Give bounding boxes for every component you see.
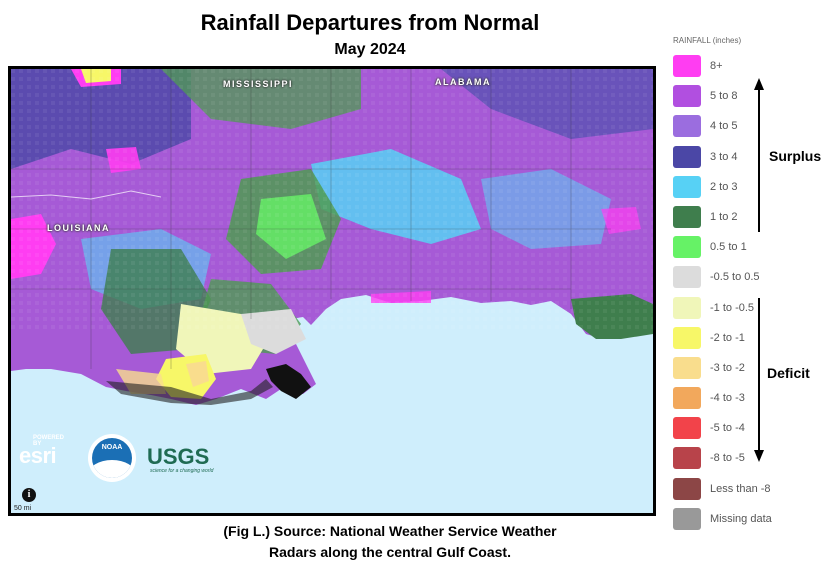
legend-item: Missing data (670, 507, 825, 538)
legend-item: -5 to -4 (670, 417, 825, 447)
legend-label: -0.5 to 0.5 (710, 271, 760, 284)
legend-label: 5 to 8 (710, 90, 738, 103)
figure-caption: (Fig L.) Source: National Weather Servic… (150, 521, 630, 563)
legend-label: 8+ (710, 60, 723, 72)
legend-item: -3 to -2 (670, 356, 825, 387)
legend-label: Missing data (710, 512, 772, 525)
state-boundary (11, 190, 162, 200)
legend-swatch (673, 85, 701, 108)
coastal-marsh (266, 364, 311, 399)
legend-item: 8+ (670, 55, 825, 85)
legend-item: -2 to -1 (670, 326, 825, 357)
caption-line-2: Radars along the central Gulf Coast. (269, 544, 511, 560)
legend-item: 2 to 3 (670, 175, 825, 206)
surplus-arrowhead (754, 78, 764, 90)
legend-swatch (673, 477, 701, 500)
legend-label: -1 to -0.5 (710, 301, 755, 314)
legend-header: RAINFALL (inches) (673, 36, 742, 45)
county-lines (11, 69, 653, 369)
coastal-marsh-2 (106, 379, 273, 405)
legend-label: 3 to 4 (710, 150, 738, 163)
chart-title: Rainfall Departures from Normal (200, 10, 540, 35)
legend-swatch (673, 55, 701, 77)
legend-swatch (673, 145, 701, 168)
label-alabama: ALABAMA (435, 77, 491, 87)
legend: RAINFALL (inches) 8+ 5 to 8 4 to 5 3 to 4 2 … (670, 36, 825, 538)
legend-item: 1 to 2 (670, 205, 825, 236)
label-louisiana: LOUISIANA (47, 223, 110, 233)
legend-swatch (673, 356, 701, 379)
legend-label: Less than -8 (710, 482, 771, 495)
chart-subtitle: May 2024 (334, 41, 406, 58)
legend-item: -4 to -3 (670, 387, 825, 417)
legend-item: -8 to -5 (670, 447, 825, 477)
deficit-label: Deficit (767, 365, 810, 381)
legend-label: 2 to 3 (710, 180, 738, 193)
rainfall-map[interactable]: MISSISSIPPI ALABAMA LOUISIANA POWERED BY… (8, 66, 656, 516)
legend-item: 0.5 to 1 (670, 236, 825, 266)
legend-label: 1 to 2 (710, 210, 738, 223)
deficit-arrowhead (754, 450, 764, 462)
legend-swatch (673, 296, 701, 319)
legend-swatch (673, 387, 701, 410)
usgs-logo: USGS science for a changing world (147, 444, 214, 474)
legend-label: 4 to 5 (710, 120, 738, 133)
legend-item: 3 to 4 (670, 145, 825, 176)
legend-item: -0.5 to 0.5 (670, 266, 825, 296)
esri-logo: POWERED BY esri (19, 435, 65, 468)
legend-swatch (673, 115, 701, 138)
region-deficit-orange (186, 361, 209, 387)
legend-swatch (673, 236, 701, 259)
legend-item: 4 to 5 (670, 115, 825, 145)
surplus-label: Surplus (769, 148, 822, 164)
legend-swatch (673, 447, 701, 470)
legend-swatch (673, 205, 701, 228)
legend-swatch (673, 266, 701, 289)
info-icon[interactable]: i (22, 488, 36, 502)
legend-label: -2 to -1 (710, 331, 745, 344)
legend-item: 5 to 8 (670, 85, 825, 115)
legend-label: 0.5 to 1 (710, 241, 747, 254)
legend-swatch (673, 175, 701, 198)
legend-label: -3 to -2 (710, 361, 745, 374)
legend-label: -5 to -4 (710, 422, 745, 435)
legend-label: -4 to -3 (710, 392, 745, 405)
legend-item: -1 to -0.5 (670, 296, 825, 327)
noaa-logo: NOAA (88, 434, 136, 482)
label-mississippi: MISSISSIPPI (223, 79, 294, 89)
caption-line-1: (Fig L.) Source: National Weather Servic… (223, 523, 557, 539)
legend-swatch (673, 507, 701, 530)
legend-swatch (673, 417, 701, 440)
scale-label: 50 mi (14, 505, 32, 512)
legend-item: Less than -8 (670, 477, 825, 508)
legend-rows: 8+ 5 to 8 4 to 5 3 to 4 2 to 3 1 to 2 0.5 to 1… (670, 55, 825, 538)
legend-swatch (673, 326, 701, 349)
legend-label: -8 to -5 (710, 452, 745, 465)
